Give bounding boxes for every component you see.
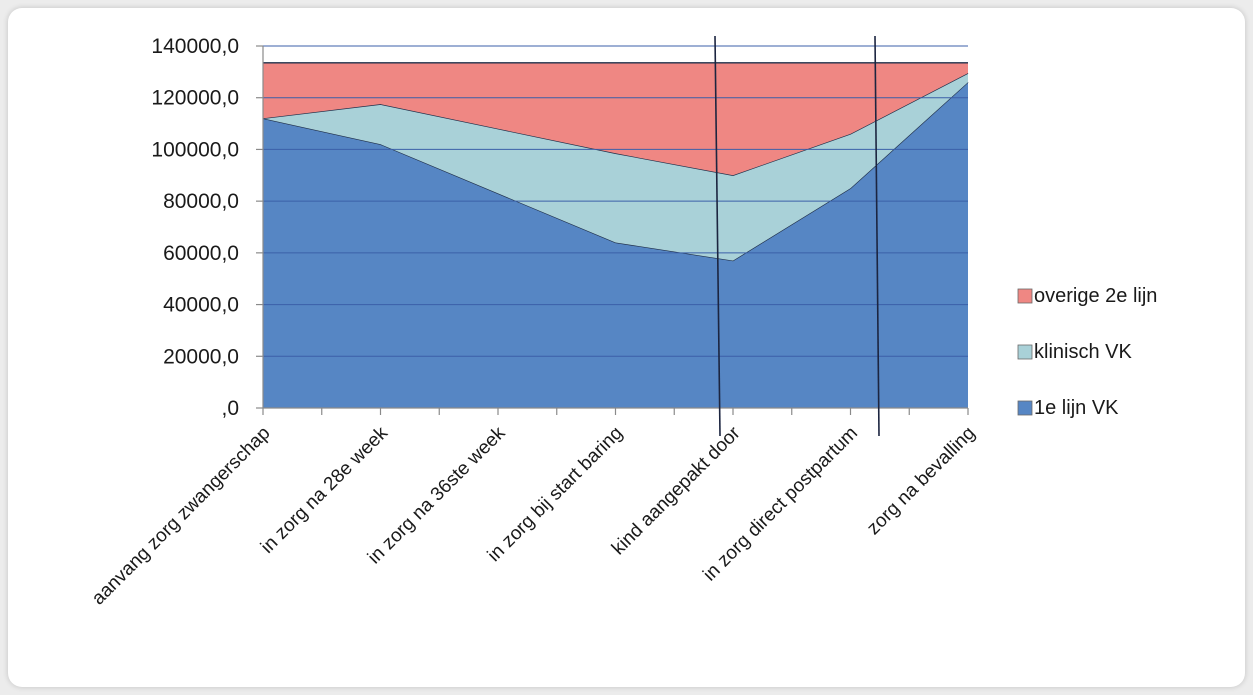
x-category-label: zorg na bevalling (863, 423, 979, 539)
legend-label-1e-lijn-vk: 1e lijn VK (1034, 397, 1119, 419)
x-category-label: in zorg bij start baring (484, 423, 627, 566)
y-tick-label: 120000,0 (151, 87, 239, 110)
vertical-marker-line (714, 35, 721, 437)
y-tick-label: 140000,0 (151, 35, 239, 58)
y-tick-label: 20000,0 (163, 345, 239, 368)
area-overige-2e-lijn (263, 62, 968, 176)
legend-label-klinisch-vk: klinisch VK (1034, 341, 1132, 363)
legend-label-overige-2e-lijn: overige 2e lijn (1034, 285, 1157, 307)
vertical-marker-lines (714, 35, 880, 437)
y-tick-label: 100000,0 (151, 138, 239, 161)
x-category-label: aanvang zorg zwangerschap (88, 423, 275, 610)
y-tick-labels: ,0 20000,0 40000,0 60000,0 80000,0 100000,0 12… (151, 35, 239, 420)
gridlines (263, 45, 968, 357)
x-category-label: in zorg na 28e week (257, 422, 392, 557)
legend-swatch-1e-lijn-vk (1017, 400, 1033, 416)
legend-swatch-klinisch-vk (1017, 344, 1033, 360)
y-tick-label: 60000,0 (163, 242, 239, 265)
vertical-marker-line (874, 35, 880, 437)
area-1e-lijn-vk (263, 82, 968, 408)
y-tick-label: ,0 (221, 397, 239, 420)
area-klinisch-vk (263, 73, 968, 261)
area-series-group (262, 62, 969, 408)
legend-swatch-overige-2e-lijn (1017, 288, 1033, 304)
legend: overige 2e lijn klinisch VK 1e lijn VK (1017, 285, 1157, 419)
axes (256, 45, 969, 415)
y-tick-label: 80000,0 (163, 190, 239, 213)
x-category-label: kind aangepakt door (608, 422, 745, 559)
y-tick-label: 40000,0 (163, 294, 239, 317)
